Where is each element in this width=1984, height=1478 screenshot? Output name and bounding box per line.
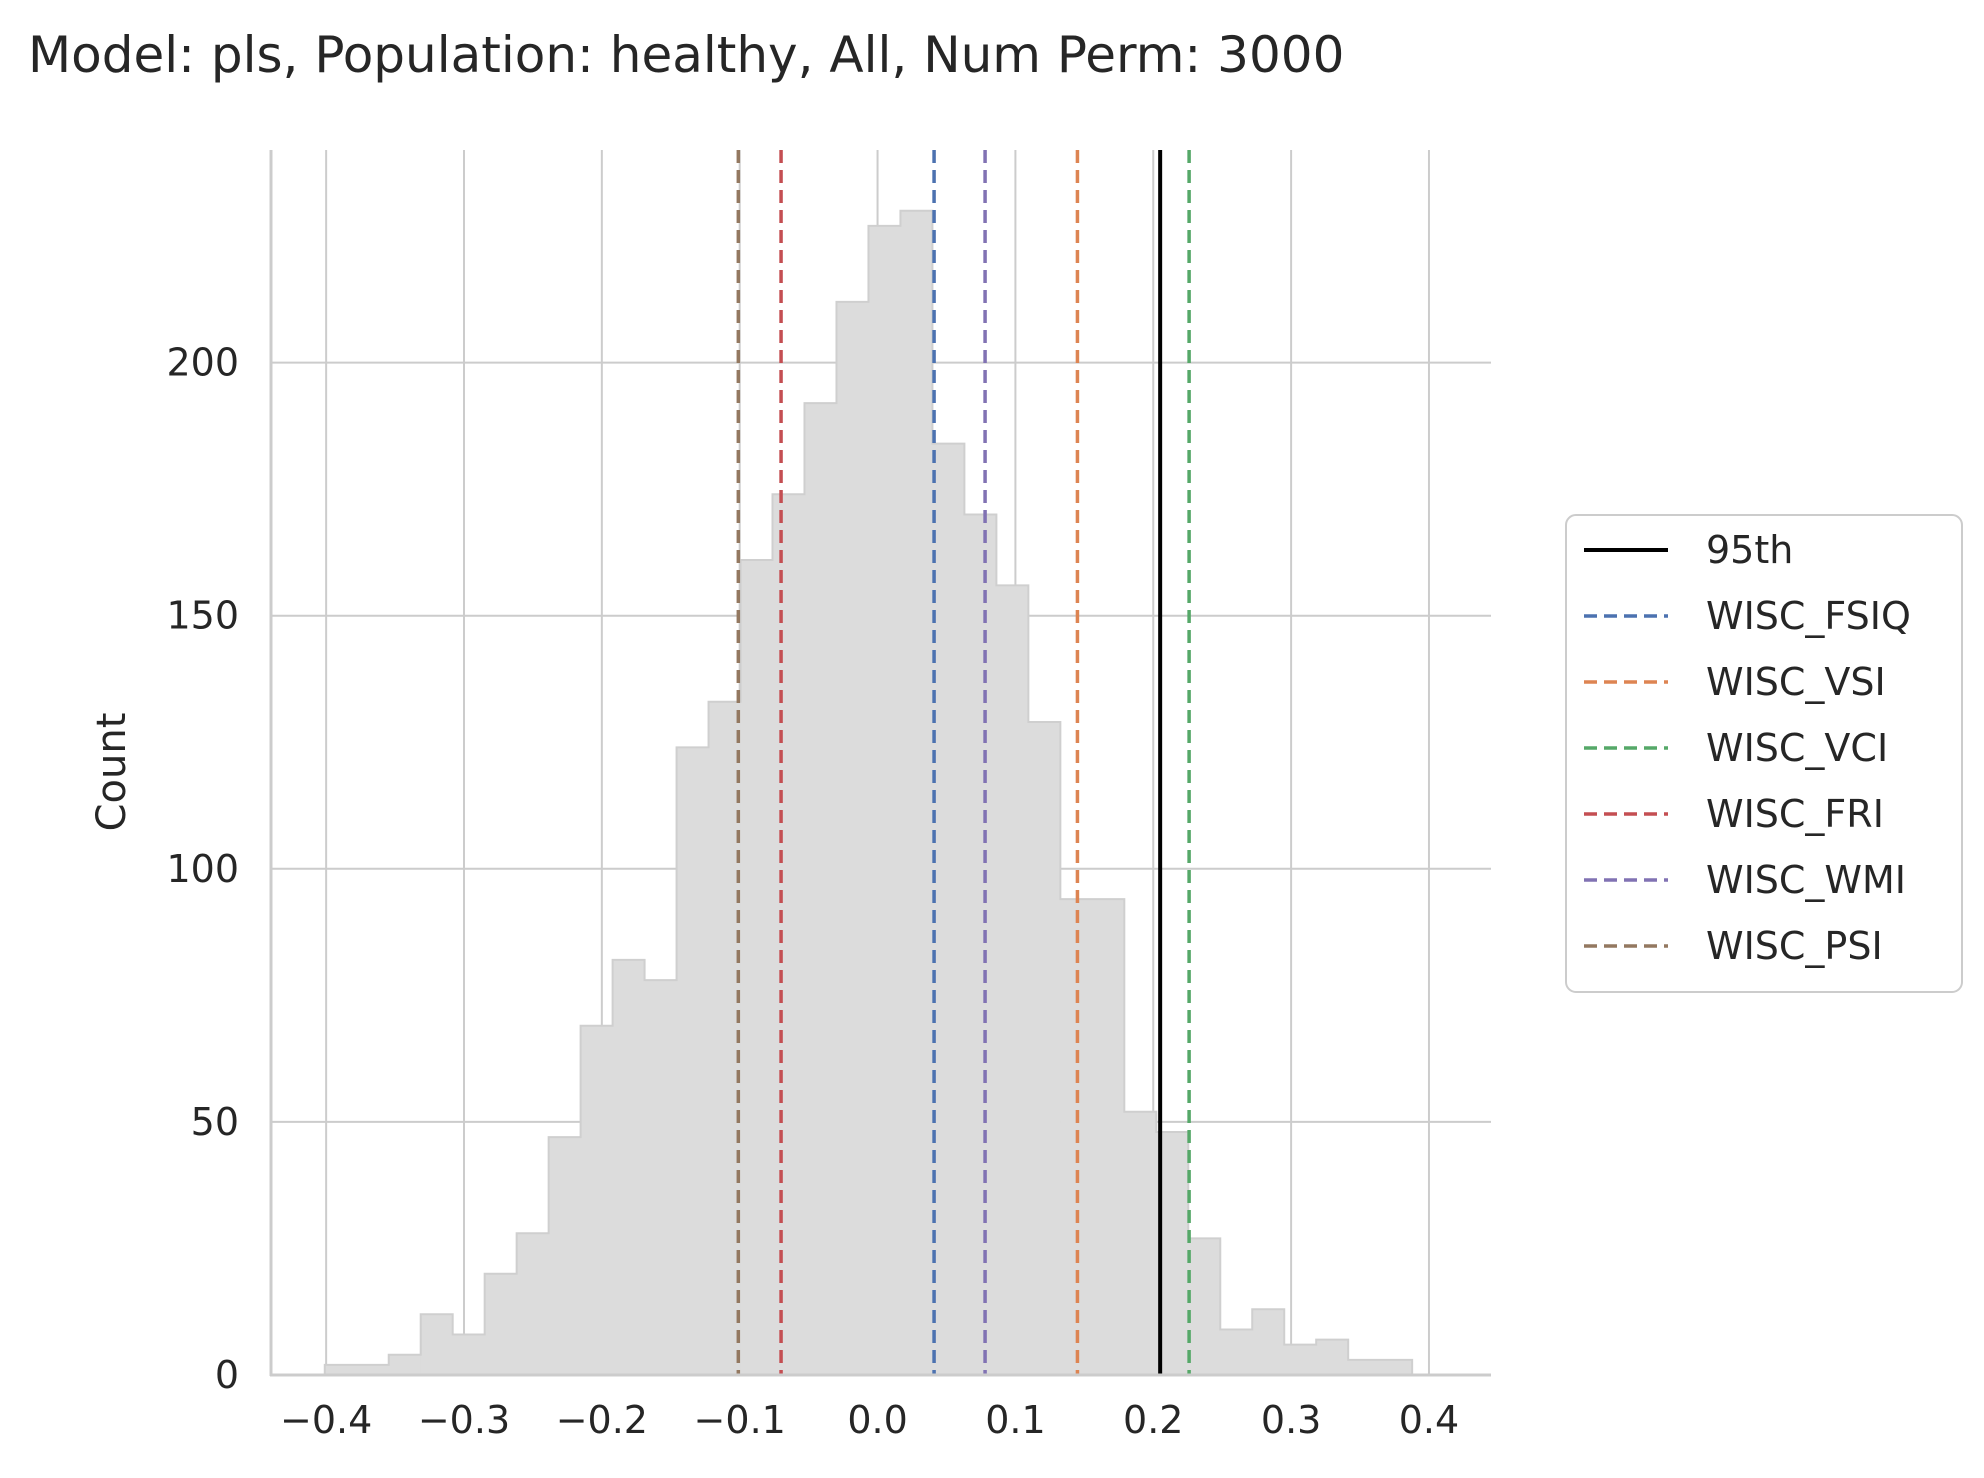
legend: 95th WISC_FSIQ WISC_VSI WISC_VCI WISC_FRI WIS… (1565, 514, 1963, 993)
x-tick-label: 0.1 (985, 1398, 1045, 1442)
histogram-bar (996, 585, 1029, 1376)
histogram-bar (420, 1314, 453, 1376)
histogram-bar (932, 443, 965, 1376)
x-tick-label: −0.1 (694, 1398, 786, 1442)
histogram-bar (836, 301, 869, 1376)
axes (269, 150, 1491, 1377)
reference-lines (736, 150, 1191, 1375)
histogram-bar (900, 210, 933, 1376)
chart-title: Model: pls, Population: healthy, All, Nu… (28, 26, 1344, 84)
histogram-bar (964, 514, 997, 1376)
histogram-bar (1283, 1344, 1317, 1376)
y-tick-label: 100 (166, 847, 239, 891)
legend-frame (1565, 514, 1963, 993)
x-tick-label: −0.3 (418, 1398, 510, 1442)
histogram-bar (1347, 1359, 1381, 1376)
histogram-bar (676, 747, 709, 1376)
y-tick-label: 200 (166, 341, 239, 385)
histogram-bar (548, 1136, 581, 1376)
y-axis-label: Count (89, 713, 135, 832)
histogram-bar (644, 979, 677, 1376)
histogram-bar (388, 1354, 421, 1376)
x-tick-label: 0.0 (847, 1398, 907, 1442)
legend-label: 95th (1706, 528, 1793, 572)
histogram-outline (323, 209, 1414, 1375)
histogram-bar (516, 1233, 549, 1376)
histogram-bar (708, 701, 741, 1376)
y-tick-label: 50 (191, 1100, 239, 1144)
legend-label: WISC_WMI (1706, 858, 1906, 902)
histogram-bar (1092, 898, 1125, 1376)
histogram-bar (1315, 1339, 1349, 1376)
legend-label: WISC_PSI (1706, 924, 1883, 968)
x-tick-label: −0.4 (280, 1398, 372, 1442)
x-tick-label: 0.2 (1123, 1398, 1183, 1442)
histogram-bar (356, 1364, 389, 1376)
x-tick-label: 0.4 (1399, 1398, 1459, 1442)
legend-label: WISC_FSIQ (1706, 594, 1911, 638)
histogram-bar (580, 1025, 613, 1376)
legend-label: WISC_FRI (1706, 792, 1884, 836)
histogram-bar (612, 959, 645, 1376)
y-tick-label: 150 (166, 594, 239, 638)
y-tick-label: 0 (215, 1353, 239, 1397)
histogram-bar (772, 493, 805, 1376)
histogram-bar (1188, 1238, 1221, 1376)
histogram-bar (452, 1334, 485, 1376)
histogram-bar (740, 559, 773, 1376)
legend-label: WISC_VCI (1706, 726, 1888, 770)
histogram-bar (1028, 721, 1061, 1376)
x-tick-label: −0.2 (556, 1398, 648, 1442)
x-tick-labels: −0.4 −0.3 −0.2 −0.1 0.0 0.1 0.2 0.3 0.4 (280, 1398, 1459, 1442)
histogram-bar (868, 225, 901, 1376)
x-tick-label: 0.3 (1261, 1398, 1321, 1442)
histogram-bar (324, 1364, 357, 1376)
histogram-bar (1124, 1111, 1157, 1376)
histogram-bars (323, 209, 1414, 1376)
histogram-bar (804, 402, 837, 1376)
histogram-bar (1251, 1308, 1285, 1376)
legend-label: WISC_VSI (1706, 660, 1886, 704)
histogram-bar (1220, 1329, 1253, 1376)
histogram-bar (1379, 1359, 1413, 1376)
y-tick-labels: 0 50 100 150 200 (166, 341, 239, 1397)
histogram-bar (484, 1273, 517, 1376)
